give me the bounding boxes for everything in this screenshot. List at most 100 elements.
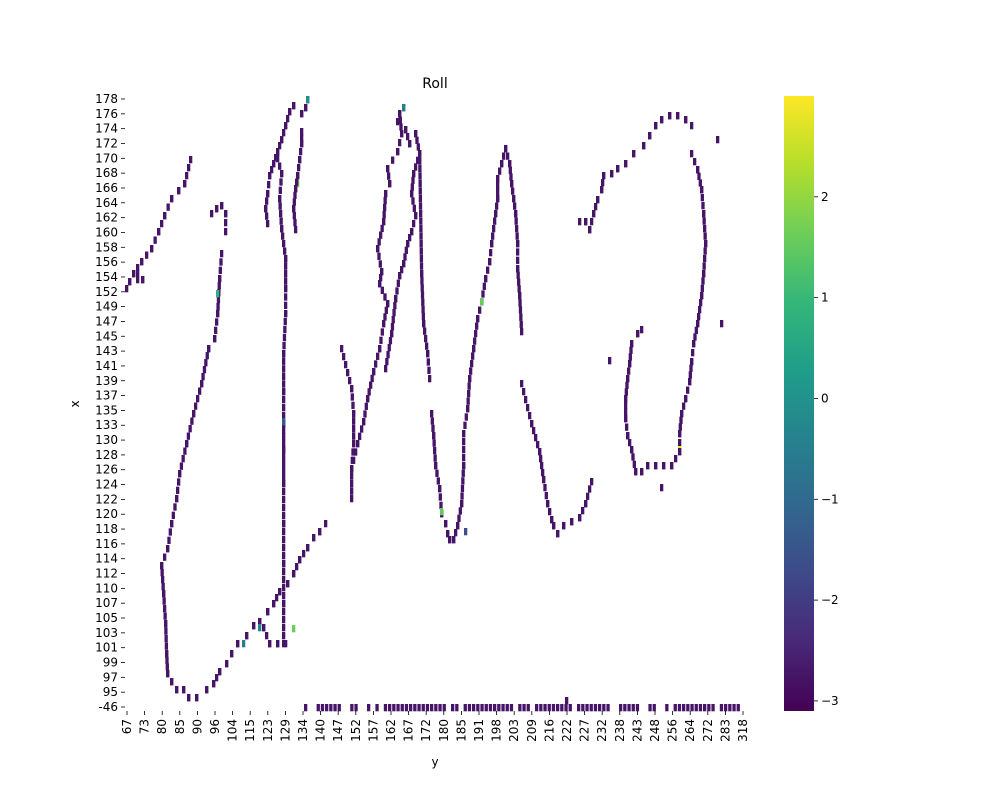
heatmap-cell — [598, 704, 601, 711]
heatmap-cell — [220, 250, 223, 257]
heatmap-cell — [474, 330, 477, 337]
heatmap-cell — [192, 410, 195, 417]
heatmap-cell — [384, 190, 387, 197]
heatmap-cell — [162, 590, 165, 597]
heatmap-cell — [286, 580, 289, 587]
heatmap-cell — [262, 624, 265, 631]
heatmap-cell — [252, 622, 255, 629]
heatmap-cell — [350, 480, 353, 487]
x-axis-ticks: 67 73 80 85 90 96 104 115 123 129 134 140 147 152 157 1… — [120, 711, 750, 742]
heatmap-cell — [526, 404, 529, 411]
heatmap-cell — [440, 508, 443, 515]
x-tick-label: 115 — [243, 719, 257, 742]
heatmap-cell — [282, 496, 285, 503]
x-tick-label: 152 — [349, 719, 363, 742]
heatmap-cell — [590, 218, 593, 225]
y-tick-label: 154 — [95, 270, 118, 284]
heatmap-cell — [278, 163, 281, 170]
heatmap-cell — [696, 320, 699, 327]
heatmap-cell — [266, 190, 269, 197]
heatmap-cell — [296, 172, 299, 179]
heatmap-cell — [634, 468, 637, 475]
x-tick-label: 157 — [366, 719, 380, 742]
heatmap-cell — [536, 441, 539, 448]
heatmap-cell — [282, 380, 285, 387]
heatmap-cell — [398, 139, 401, 146]
heatmap-cell — [282, 473, 285, 480]
heatmap-cell — [457, 515, 460, 522]
heatmap-cell — [282, 584, 285, 591]
heatmap-cell — [425, 343, 428, 350]
heatmap-cell — [165, 643, 168, 650]
heatmap-cell — [371, 375, 374, 382]
heatmap-cell — [711, 704, 714, 711]
y-tick-label: 107 — [95, 596, 118, 610]
heatmap-cell — [720, 320, 723, 327]
heatmap-cell — [678, 704, 681, 711]
heatmap-cell — [125, 285, 128, 292]
heatmap-cell — [293, 192, 296, 199]
heatmap-cell — [167, 537, 170, 544]
heatmap-cell — [460, 500, 463, 507]
heatmap-cell — [185, 440, 188, 447]
heatmap-cell — [284, 310, 287, 317]
heatmap-cell — [421, 306, 424, 313]
heatmap-cell — [461, 485, 464, 492]
heatmap-cell — [632, 704, 635, 711]
heatmap-cell — [295, 563, 298, 570]
x-tick-label: 238 — [613, 719, 627, 742]
x-tick-label: 203 — [507, 719, 521, 742]
heatmap-cell — [175, 495, 178, 502]
heatmap-cell — [298, 556, 301, 563]
heatmap-cell — [716, 136, 719, 143]
heatmap-cell — [524, 396, 527, 403]
heatmap-cell — [282, 240, 285, 247]
heatmap-cell — [284, 318, 287, 325]
heatmap-cell — [679, 423, 682, 430]
heatmap-cell — [386, 300, 389, 307]
heatmap-cell — [333, 704, 336, 711]
heatmap-cell — [215, 318, 218, 325]
heatmap-cell — [484, 275, 487, 282]
heatmap-cell — [356, 440, 359, 447]
heatmap-cell — [434, 704, 437, 711]
heatmap-cell — [392, 309, 395, 316]
heatmap-cell — [180, 463, 183, 470]
heatmap-cell — [284, 278, 287, 285]
heatmap-cell — [454, 529, 457, 536]
heatmap-cell — [300, 110, 303, 117]
heatmap-cell — [682, 403, 685, 410]
heatmap-cell — [413, 205, 416, 212]
heatmap-cell — [384, 704, 387, 711]
heatmap-cell — [215, 205, 218, 212]
heatmap-cell — [205, 686, 208, 693]
heatmap-cell — [520, 321, 523, 328]
heatmap-cell — [282, 404, 285, 411]
heatmap-cell — [424, 335, 427, 342]
heatmap-cell — [588, 226, 591, 233]
heatmap-cell — [351, 393, 354, 400]
y-tick-label: 105 — [95, 611, 118, 625]
y-tick-label: 168 — [95, 166, 118, 180]
heatmap-cell — [674, 455, 677, 462]
heatmap-cell — [272, 600, 275, 607]
heatmap-cell — [419, 218, 422, 225]
heatmap-cell — [707, 704, 710, 711]
heatmap-cell — [481, 290, 484, 297]
heatmap-cell — [498, 168, 501, 175]
heatmap-cell — [204, 359, 207, 366]
heatmap-cell — [317, 704, 320, 711]
heatmap-cell — [405, 704, 408, 711]
heatmap-cell — [539, 455, 542, 462]
heatmap-cell — [387, 173, 390, 180]
heatmap-cell — [690, 358, 693, 365]
heatmap-cell — [177, 478, 180, 485]
heatmap-cell — [286, 115, 289, 122]
heatmap-cell — [695, 327, 698, 334]
heatmap-cell — [279, 203, 282, 210]
heatmap-cell — [284, 255, 287, 262]
heatmap-cell — [693, 158, 696, 165]
heatmap-cell — [478, 307, 481, 314]
heatmap-cell — [422, 320, 425, 327]
heatmap-cell — [292, 205, 295, 212]
